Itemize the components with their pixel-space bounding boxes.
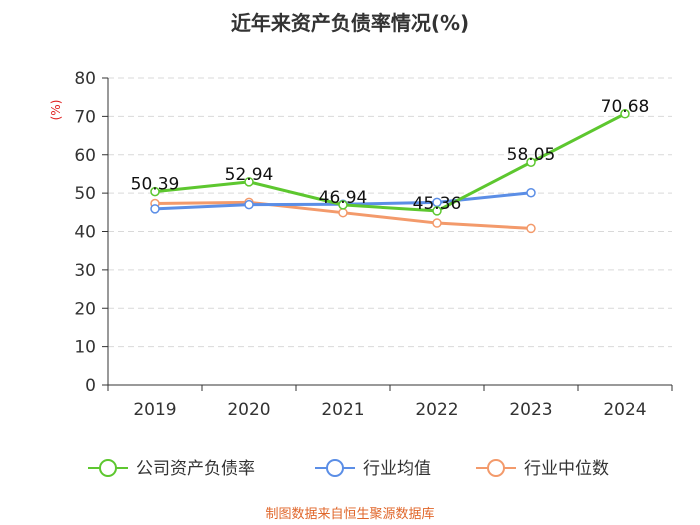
y-tick-label: 0 [85,376,96,396]
data-label: 45.36 [413,194,462,214]
y-tick-label: 10 [74,338,96,358]
x-tick-label: 2019 [133,400,176,420]
data-point[interactable] [150,204,160,214]
y-tick-label: 60 [74,146,96,166]
data-point[interactable] [244,177,254,187]
legend-marker [487,459,505,477]
legend-item[interactable]: 行业中位数 [476,459,609,479]
y-axis-label: (%) [49,100,63,121]
x-tick-label: 2024 [603,400,646,420]
data-label: 52.94 [225,165,274,185]
data-point[interactable] [338,200,348,210]
legend-item[interactable]: 公司资产负债率 [88,459,255,479]
axes: 0 10 20 30 40 50 60 70 80 2019 2020 2021 2022 2023 202… [74,69,673,420]
data-point[interactable] [620,109,630,119]
x-tick-label: 2021 [321,400,364,420]
data-labels: 50.39 52.94 46.94 45.36 58.05 70.68 [131,97,650,214]
y-tick-label: 30 [74,261,96,281]
chart-title: 近年来资产负债率情况(%) [231,11,469,35]
data-label: 58.05 [507,145,556,165]
legend-label: 行业均值 [363,459,431,479]
y-tick-label: 40 [74,223,96,243]
series-group [150,109,630,234]
data-point[interactable] [150,186,160,197]
source-note: 制图数据来自恒生聚源数据库 [265,506,434,522]
data-point[interactable] [432,218,442,228]
x-tick-label: 2023 [509,400,552,420]
legend-item[interactable]: 行业均值 [315,459,431,479]
data-point[interactable] [526,223,536,234]
data-label: 46.94 [319,188,368,208]
data-point[interactable] [526,187,536,198]
legend-label: 公司资产负债率 [136,459,255,479]
data-label: 50.39 [131,175,180,195]
y-tick-label: 50 [74,184,96,204]
y-tick-label: 20 [74,299,96,319]
y-tick-label: 80 [74,69,96,89]
data-point[interactable] [244,199,254,210]
x-tick-label: 2022 [415,400,458,420]
legend-label: 行业中位数 [524,459,609,479]
series-0 [150,109,630,216]
data-point[interactable] [338,207,348,218]
data-point[interactable] [526,157,536,167]
legend-marker [99,459,117,477]
x-tick-label: 2020 [227,400,270,420]
data-point[interactable] [432,206,442,216]
y-tick-label: 70 [74,107,96,127]
legend-marker [326,459,344,477]
grid-lines [108,77,672,348]
legend[interactable]: 公司资产负债率 行业均值 行业中位数 [88,459,609,479]
series-line [154,112,626,213]
data-label: 70.68 [601,97,650,117]
